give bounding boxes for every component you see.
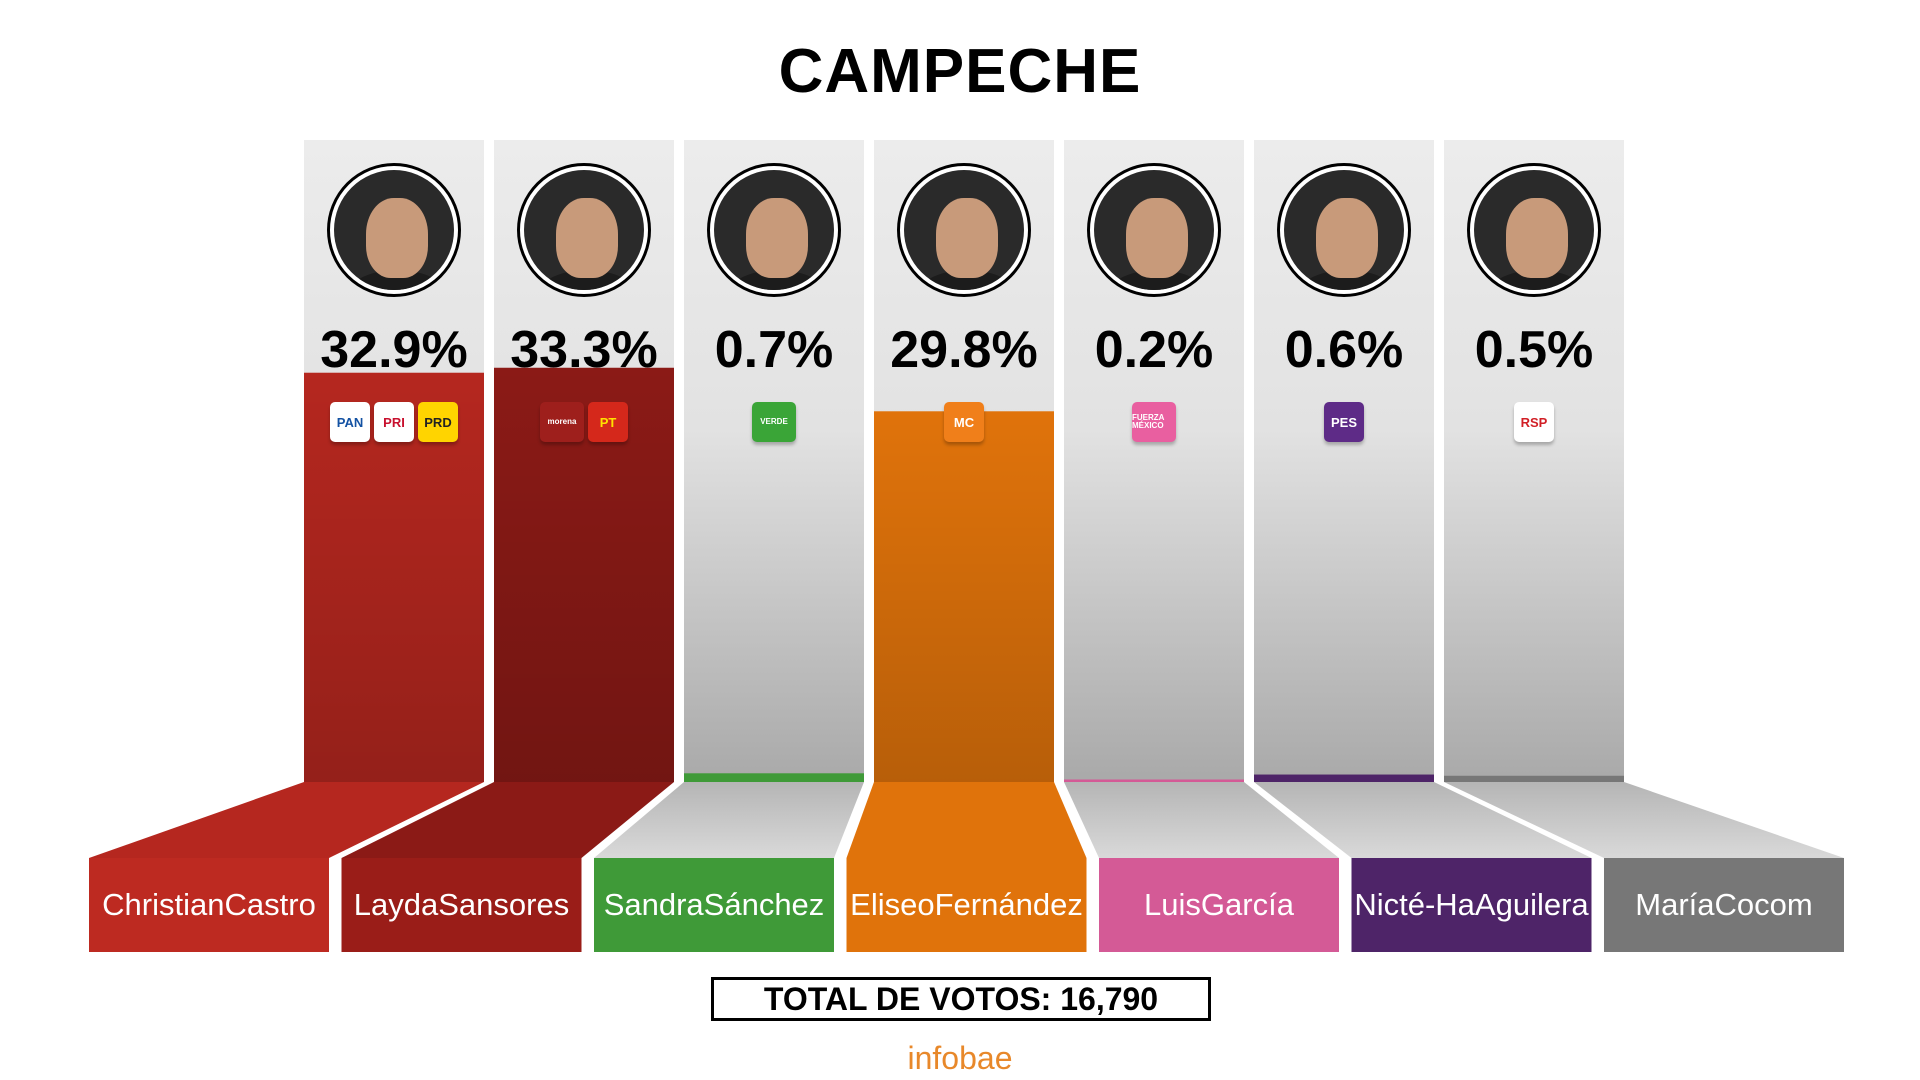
party-logos: RSP xyxy=(1444,402,1624,448)
funnel-connector xyxy=(89,782,484,858)
name-label-box xyxy=(341,858,582,952)
candidate-first-name: Eliseo xyxy=(850,887,935,922)
candidate-photo xyxy=(1467,163,1601,297)
party-logos: FUERZA MÉXICO xyxy=(1064,402,1244,448)
name-label-box xyxy=(1604,858,1844,952)
name-label-box xyxy=(594,858,834,952)
candidate-name: Sandra Sánchez xyxy=(594,858,834,952)
party-logos: PES xyxy=(1254,402,1434,448)
brand-logo: infobae xyxy=(907,1040,1013,1076)
name-label-box xyxy=(1099,858,1339,952)
bar-shade xyxy=(494,367,674,782)
party-logos: morena PT xyxy=(494,402,674,448)
pt-logo-icon: PT xyxy=(588,402,628,442)
bar-7 xyxy=(1444,775,1624,782)
pes-logo-icon: PES xyxy=(1324,402,1364,442)
candidate-last-name: Sansores xyxy=(438,887,570,922)
percentage-label: 0.6% xyxy=(1284,321,1404,379)
verde-logo-icon: VERDE xyxy=(752,402,796,442)
funnel-connector xyxy=(1444,782,1844,858)
candidate-photo xyxy=(707,163,841,297)
candidate-first-name: María xyxy=(1635,887,1715,922)
candidate-photo xyxy=(517,163,651,297)
funnel-connector xyxy=(846,782,1087,858)
name-label-box xyxy=(1351,858,1592,952)
pan-logo-icon: PAN xyxy=(330,402,370,442)
bar-shade xyxy=(874,411,1054,782)
percentage-label: 0.5% xyxy=(1474,321,1594,379)
candidate-photo xyxy=(1277,163,1411,297)
name-label-box xyxy=(89,858,329,952)
candidate-first-name: Luis xyxy=(1144,887,1201,922)
candidate-last-name: Sánchez xyxy=(703,887,825,922)
candidate-first-name: Sandra xyxy=(603,887,704,922)
bar-6 xyxy=(1254,774,1434,782)
candidate-last-name: García xyxy=(1200,887,1294,922)
funnel-connector xyxy=(341,782,674,858)
candidate-first-name: Christian xyxy=(102,887,225,922)
candidate-last-name: Cocom xyxy=(1714,887,1813,922)
party-logos: MC xyxy=(874,402,1054,448)
fuerza-mexico-logo-icon: FUERZA MÉXICO xyxy=(1132,402,1176,442)
candidate-photo xyxy=(1087,163,1221,297)
candidate-name: María Cocom xyxy=(1604,858,1844,952)
party-logos: VERDE xyxy=(684,402,864,448)
percentage-label: 0.2% xyxy=(1094,321,1214,379)
morena-logo-icon: morena xyxy=(540,402,584,442)
funnel-connector xyxy=(1064,782,1339,858)
rsp-logo-icon: RSP xyxy=(1514,402,1554,442)
movimiento-ciudadano-logo-icon: MC xyxy=(944,402,984,442)
chart-title: CAMPECHE xyxy=(778,37,1142,106)
candidate-last-name: Fernández xyxy=(934,887,1083,922)
candidate-name: Nicté-Ha Aguilera xyxy=(1352,858,1592,952)
prd-logo-icon: PRD xyxy=(418,402,458,442)
candidate-name: Layda Sansores xyxy=(342,858,582,952)
candidate-photo xyxy=(897,163,1031,297)
percentage-label: 33.3% xyxy=(510,321,658,379)
candidate-last-name: Aguilera xyxy=(1474,887,1589,922)
total-votes-box: TOTAL DE VOTOS: 16,790 xyxy=(711,977,1211,1021)
funnel-connector xyxy=(1254,782,1592,858)
funnel-connector xyxy=(594,782,864,858)
percentage-label: 29.8% xyxy=(890,321,1038,379)
bar-5 xyxy=(1064,779,1244,782)
candidate-name: Christian Castro xyxy=(89,858,329,952)
candidate-first-name: Nicté-Ha xyxy=(1354,887,1475,922)
candidate-name: Luis García xyxy=(1099,858,1339,952)
candidate-last-name: Castro xyxy=(224,887,316,922)
candidate-name: Eliseo Fernández xyxy=(847,858,1087,952)
candidate-first-name: Layda xyxy=(353,887,439,922)
party-logos: PAN PRI PRD xyxy=(304,402,484,448)
pri-logo-icon: PRI xyxy=(374,402,414,442)
bar-3 xyxy=(684,773,864,782)
percentage-label: 0.7% xyxy=(714,321,834,379)
name-label-box xyxy=(846,858,1087,952)
percentage-label: 32.9% xyxy=(320,321,468,379)
candidate-photo xyxy=(327,163,461,297)
